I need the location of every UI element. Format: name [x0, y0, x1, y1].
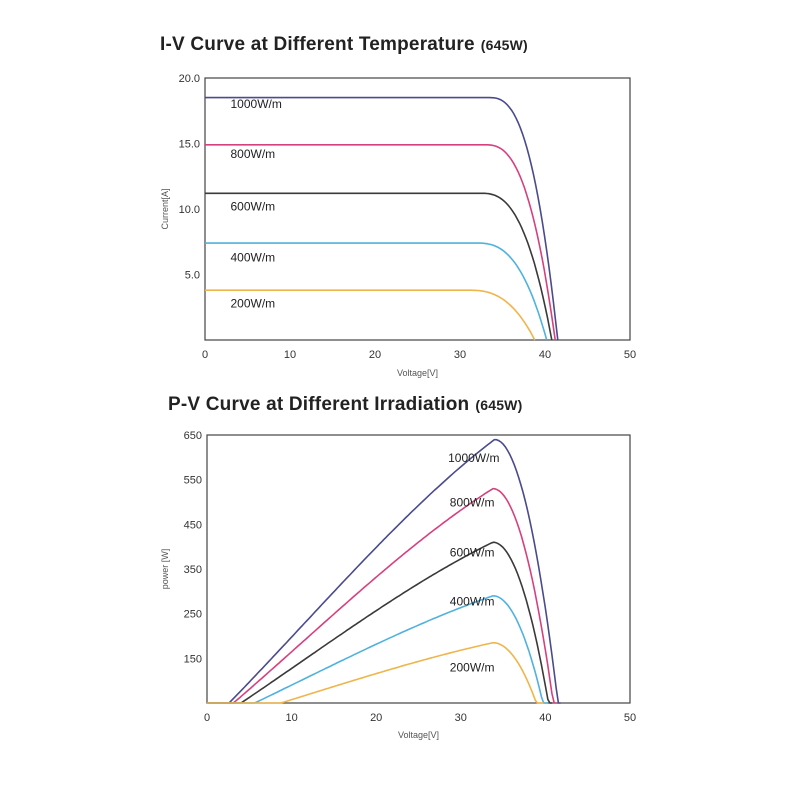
pv-x-tick-label: 0 — [204, 712, 210, 724]
pv-y-tick-label: 650 — [184, 430, 202, 442]
pv-y-tick-label: 450 — [184, 519, 202, 531]
iv-chart-title: I-V Curve at Different Temperature (645W) — [160, 34, 528, 55]
pv-series-line — [207, 595, 548, 704]
pv-series-line — [207, 438, 561, 704]
pv-x-tick-label: 20 — [370, 712, 382, 724]
iv-series-line — [205, 289, 536, 341]
iv-series-line — [205, 96, 559, 341]
iv-y-tick-label: 15.0 — [179, 139, 200, 151]
pv-chart: P-V Curve at Different Irradiation (645W)… — [0, 390, 800, 790]
pv-x-tick-label: 30 — [455, 712, 467, 724]
pv-y-axis-label: power [W] — [160, 549, 170, 590]
iv-x-tick-label: 20 — [369, 349, 381, 361]
iv-x-tick-label: 30 — [454, 349, 466, 361]
iv-x-axis-label: Voltage[V] — [397, 368, 438, 378]
pv-series-label: 800W/m — [450, 495, 495, 509]
iv-x-tick-label: 10 — [284, 349, 296, 361]
pv-series-label: 600W/m — [450, 545, 495, 559]
iv-series-label: 800W/m — [231, 147, 276, 161]
pv-series-line — [207, 487, 557, 704]
pv-y-tick-label: 350 — [184, 564, 202, 576]
iv-series-label: 600W/m — [231, 199, 276, 213]
pv-chart-title: P-V Curve at Different Irradiation (645W) — [168, 394, 523, 415]
pv-y-tick-label: 150 — [184, 653, 202, 665]
pv-plot-frame — [206, 434, 631, 704]
pv-x-tick-label: 10 — [285, 712, 297, 724]
iv-series-label: 400W/m — [231, 250, 276, 264]
pv-series-label: 1000W/m — [448, 451, 499, 465]
pv-plot: 0 10 20 30 40 50 150 250 350 450 550 650 Voltage[V] p… — [160, 430, 636, 740]
iv-x-tick-label: 40 — [539, 349, 551, 361]
pv-series-label: 200W/m — [450, 661, 495, 675]
pv-x-tick-label: 40 — [539, 712, 551, 724]
pv-series-label: 400W/m — [450, 595, 495, 609]
iv-series-label: 200W/m — [231, 296, 276, 310]
pv-x-tick-label: 50 — [624, 712, 636, 724]
iv-chart: I-V Curve at Different Temperature (645W)… — [0, 0, 800, 390]
iv-y-axis-label: Current[A] — [160, 188, 170, 229]
iv-series-line — [205, 144, 556, 341]
pv-x-axis-label: Voltage[V] — [398, 730, 439, 740]
iv-y-tick-label: 20.0 — [179, 73, 200, 85]
pv-y-tick-label: 250 — [184, 609, 202, 621]
iv-y-tick-label: 5.0 — [185, 270, 200, 282]
pv-series-line — [207, 641, 544, 704]
pv-y-tick-label: 550 — [184, 475, 202, 487]
iv-plot: 0 10 20 30 40 50 5.0 10.0 15.0 20.0 Voltage[V] Curr… — [160, 73, 636, 378]
iv-plot-frame — [204, 77, 631, 341]
iv-series-label: 1000W/m — [231, 97, 282, 111]
iv-x-tick-label: 0 — [202, 349, 208, 361]
iv-series-line — [205, 242, 548, 341]
iv-x-tick-label: 50 — [624, 349, 636, 361]
iv-y-tick-label: 10.0 — [179, 204, 200, 216]
iv-series-line — [205, 192, 553, 341]
pv-series-line — [207, 541, 553, 704]
